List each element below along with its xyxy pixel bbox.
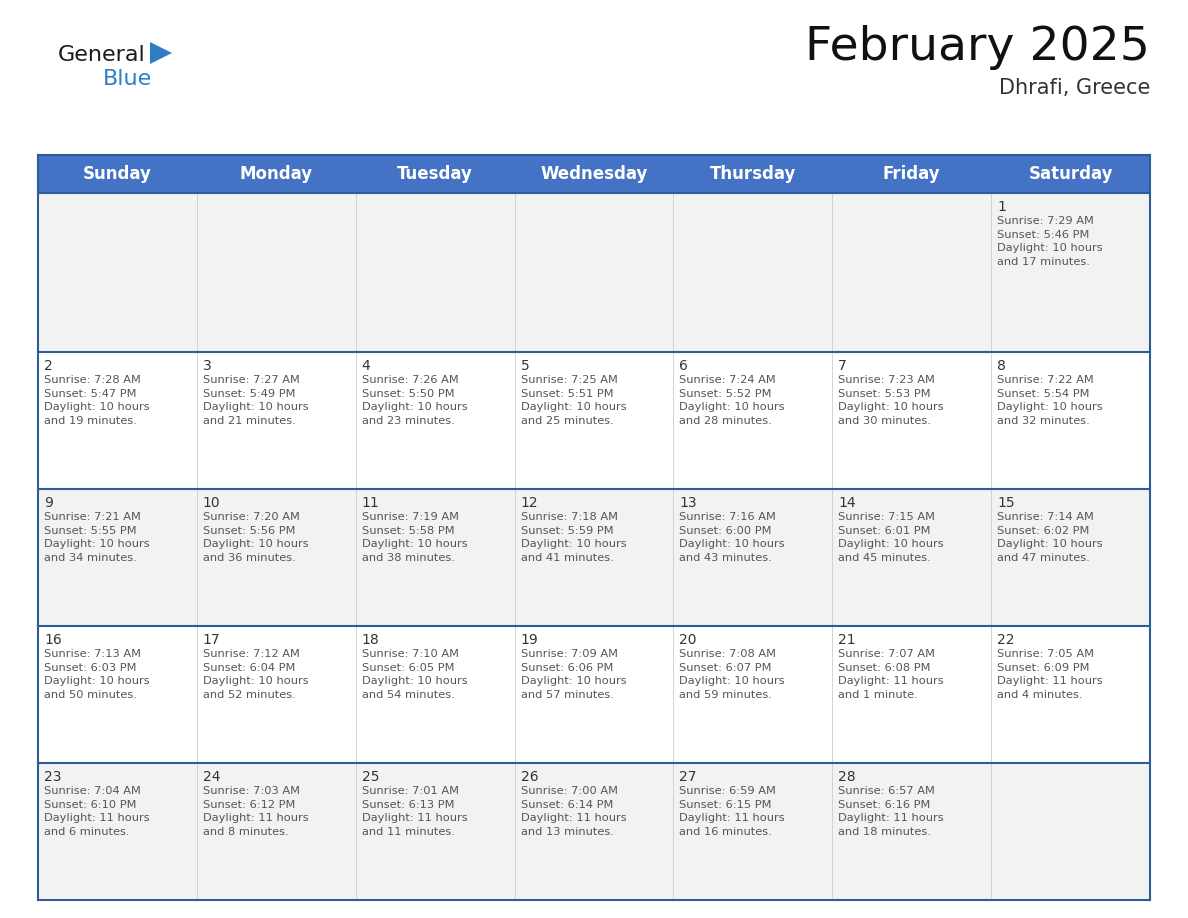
Text: 9: 9 — [44, 496, 53, 510]
Text: Sunrise: 7:14 AM
Sunset: 6:02 PM
Daylight: 10 hours
and 47 minutes.: Sunrise: 7:14 AM Sunset: 6:02 PM Dayligh… — [997, 512, 1102, 563]
Text: Sunrise: 7:29 AM
Sunset: 5:46 PM
Daylight: 10 hours
and 17 minutes.: Sunrise: 7:29 AM Sunset: 5:46 PM Dayligh… — [997, 216, 1102, 267]
Text: 16: 16 — [44, 633, 62, 647]
Text: Tuesday: Tuesday — [397, 165, 473, 183]
Text: Sunrise: 7:07 AM
Sunset: 6:08 PM
Daylight: 11 hours
and 1 minute.: Sunrise: 7:07 AM Sunset: 6:08 PM Dayligh… — [839, 649, 944, 700]
Text: 7: 7 — [839, 359, 847, 373]
Text: Sunrise: 7:08 AM
Sunset: 6:07 PM
Daylight: 10 hours
and 59 minutes.: Sunrise: 7:08 AM Sunset: 6:07 PM Dayligh… — [680, 649, 785, 700]
Text: Monday: Monday — [240, 165, 312, 183]
Text: Sunrise: 7:00 AM
Sunset: 6:14 PM
Daylight: 11 hours
and 13 minutes.: Sunrise: 7:00 AM Sunset: 6:14 PM Dayligh… — [520, 786, 626, 837]
Text: 23: 23 — [44, 770, 62, 784]
Bar — [38, 193, 1150, 353]
Text: 25: 25 — [361, 770, 379, 784]
Text: Sunrise: 7:20 AM
Sunset: 5:56 PM
Daylight: 10 hours
and 36 minutes.: Sunrise: 7:20 AM Sunset: 5:56 PM Dayligh… — [203, 512, 309, 563]
Text: 18: 18 — [361, 633, 379, 647]
Bar — [38, 489, 1150, 626]
Text: Sunrise: 7:01 AM
Sunset: 6:13 PM
Daylight: 11 hours
and 11 minutes.: Sunrise: 7:01 AM Sunset: 6:13 PM Dayligh… — [361, 786, 467, 837]
Text: Blue: Blue — [103, 69, 152, 89]
Text: 21: 21 — [839, 633, 855, 647]
Text: Sunrise: 7:21 AM
Sunset: 5:55 PM
Daylight: 10 hours
and 34 minutes.: Sunrise: 7:21 AM Sunset: 5:55 PM Dayligh… — [44, 512, 150, 563]
Text: Wednesday: Wednesday — [541, 165, 647, 183]
Text: 20: 20 — [680, 633, 697, 647]
Text: 26: 26 — [520, 770, 538, 784]
Text: 8: 8 — [997, 359, 1006, 373]
Text: Sunrise: 7:27 AM
Sunset: 5:49 PM
Daylight: 10 hours
and 21 minutes.: Sunrise: 7:27 AM Sunset: 5:49 PM Dayligh… — [203, 375, 309, 426]
Text: 28: 28 — [839, 770, 855, 784]
Text: General: General — [58, 45, 146, 65]
Bar — [38, 763, 1150, 900]
Text: Sunrise: 7:28 AM
Sunset: 5:47 PM
Daylight: 10 hours
and 19 minutes.: Sunrise: 7:28 AM Sunset: 5:47 PM Dayligh… — [44, 375, 150, 426]
Polygon shape — [150, 42, 172, 64]
Text: Dhrafi, Greece: Dhrafi, Greece — [999, 78, 1150, 98]
Text: 2: 2 — [44, 359, 52, 373]
Text: Sunrise: 6:59 AM
Sunset: 6:15 PM
Daylight: 11 hours
and 16 minutes.: Sunrise: 6:59 AM Sunset: 6:15 PM Dayligh… — [680, 786, 785, 837]
Text: 14: 14 — [839, 496, 855, 510]
Text: 10: 10 — [203, 496, 221, 510]
Text: Sunrise: 7:16 AM
Sunset: 6:00 PM
Daylight: 10 hours
and 43 minutes.: Sunrise: 7:16 AM Sunset: 6:00 PM Dayligh… — [680, 512, 785, 563]
Text: 12: 12 — [520, 496, 538, 510]
Text: 11: 11 — [361, 496, 379, 510]
Text: 17: 17 — [203, 633, 221, 647]
Text: Saturday: Saturday — [1029, 165, 1113, 183]
Bar — [38, 626, 1150, 763]
Text: Sunrise: 7:10 AM
Sunset: 6:05 PM
Daylight: 10 hours
and 54 minutes.: Sunrise: 7:10 AM Sunset: 6:05 PM Dayligh… — [361, 649, 467, 700]
Text: Sunrise: 7:04 AM
Sunset: 6:10 PM
Daylight: 11 hours
and 6 minutes.: Sunrise: 7:04 AM Sunset: 6:10 PM Dayligh… — [44, 786, 150, 837]
Bar — [38, 353, 1150, 489]
Text: Sunrise: 7:22 AM
Sunset: 5:54 PM
Daylight: 10 hours
and 32 minutes.: Sunrise: 7:22 AM Sunset: 5:54 PM Dayligh… — [997, 375, 1102, 426]
Text: 1: 1 — [997, 200, 1006, 214]
Text: 4: 4 — [361, 359, 371, 373]
Text: 13: 13 — [680, 496, 697, 510]
Text: 6: 6 — [680, 359, 688, 373]
Text: 15: 15 — [997, 496, 1015, 510]
Text: Sunrise: 7:12 AM
Sunset: 6:04 PM
Daylight: 10 hours
and 52 minutes.: Sunrise: 7:12 AM Sunset: 6:04 PM Dayligh… — [203, 649, 309, 700]
Text: Sunrise: 7:18 AM
Sunset: 5:59 PM
Daylight: 10 hours
and 41 minutes.: Sunrise: 7:18 AM Sunset: 5:59 PM Dayligh… — [520, 512, 626, 563]
Text: February 2025: February 2025 — [805, 26, 1150, 71]
Text: 27: 27 — [680, 770, 697, 784]
Text: Sunrise: 7:15 AM
Sunset: 6:01 PM
Daylight: 10 hours
and 45 minutes.: Sunrise: 7:15 AM Sunset: 6:01 PM Dayligh… — [839, 512, 944, 563]
Text: Sunrise: 7:19 AM
Sunset: 5:58 PM
Daylight: 10 hours
and 38 minutes.: Sunrise: 7:19 AM Sunset: 5:58 PM Dayligh… — [361, 512, 467, 563]
Text: 5: 5 — [520, 359, 530, 373]
Text: 24: 24 — [203, 770, 220, 784]
Text: 19: 19 — [520, 633, 538, 647]
Text: Sunrise: 6:57 AM
Sunset: 6:16 PM
Daylight: 11 hours
and 18 minutes.: Sunrise: 6:57 AM Sunset: 6:16 PM Dayligh… — [839, 786, 944, 837]
Text: Sunrise: 7:26 AM
Sunset: 5:50 PM
Daylight: 10 hours
and 23 minutes.: Sunrise: 7:26 AM Sunset: 5:50 PM Dayligh… — [361, 375, 467, 426]
Text: 3: 3 — [203, 359, 211, 373]
Text: Sunrise: 7:05 AM
Sunset: 6:09 PM
Daylight: 11 hours
and 4 minutes.: Sunrise: 7:05 AM Sunset: 6:09 PM Dayligh… — [997, 649, 1102, 700]
Text: Sunrise: 7:25 AM
Sunset: 5:51 PM
Daylight: 10 hours
and 25 minutes.: Sunrise: 7:25 AM Sunset: 5:51 PM Dayligh… — [520, 375, 626, 426]
Bar — [38, 155, 1150, 193]
Text: Sunday: Sunday — [83, 165, 152, 183]
Text: Thursday: Thursday — [709, 165, 796, 183]
Text: Sunrise: 7:03 AM
Sunset: 6:12 PM
Daylight: 11 hours
and 8 minutes.: Sunrise: 7:03 AM Sunset: 6:12 PM Dayligh… — [203, 786, 309, 837]
Text: Sunrise: 7:09 AM
Sunset: 6:06 PM
Daylight: 10 hours
and 57 minutes.: Sunrise: 7:09 AM Sunset: 6:06 PM Dayligh… — [520, 649, 626, 700]
Text: Sunrise: 7:23 AM
Sunset: 5:53 PM
Daylight: 10 hours
and 30 minutes.: Sunrise: 7:23 AM Sunset: 5:53 PM Dayligh… — [839, 375, 944, 426]
Text: Friday: Friday — [883, 165, 941, 183]
Text: Sunrise: 7:24 AM
Sunset: 5:52 PM
Daylight: 10 hours
and 28 minutes.: Sunrise: 7:24 AM Sunset: 5:52 PM Dayligh… — [680, 375, 785, 426]
Text: Sunrise: 7:13 AM
Sunset: 6:03 PM
Daylight: 10 hours
and 50 minutes.: Sunrise: 7:13 AM Sunset: 6:03 PM Dayligh… — [44, 649, 150, 700]
Text: 22: 22 — [997, 633, 1015, 647]
